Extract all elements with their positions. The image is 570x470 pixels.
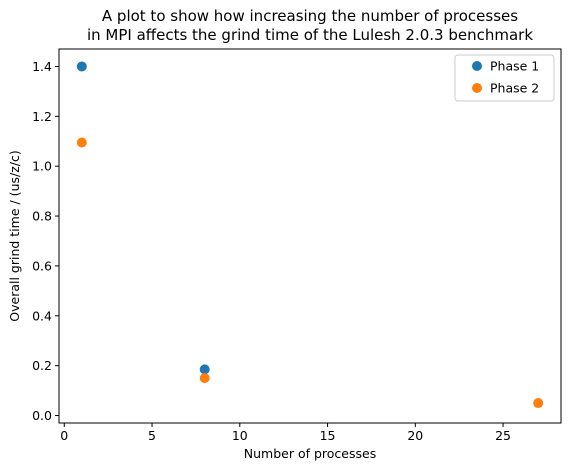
y-axis-label: Overall grind time / (us/z/c) bbox=[7, 150, 22, 321]
data-point-phase-1 bbox=[76, 61, 87, 72]
data-points bbox=[76, 61, 544, 409]
plot-area bbox=[58, 48, 562, 424]
data-point-phase-2 bbox=[76, 137, 87, 148]
legend: Phase 1 Phase 2 bbox=[454, 54, 555, 102]
y-tick-label: 0.2 bbox=[32, 358, 52, 373]
chart-title-line-2: in MPI affects the grind time of the Lul… bbox=[87, 26, 533, 44]
y-tick-label: 0.6 bbox=[32, 258, 52, 273]
chart-title-line-1: A plot to show how increasing the number… bbox=[102, 7, 518, 25]
y-tick-label: 0.4 bbox=[32, 308, 52, 323]
data-point-phase-1 bbox=[199, 364, 210, 375]
x-tick-label: 5 bbox=[148, 428, 156, 443]
y-tick-label: 1.0 bbox=[32, 159, 52, 174]
data-point-phase-2 bbox=[199, 373, 210, 384]
data-point-phase-2 bbox=[533, 398, 544, 409]
legend-label-phase-2: Phase 2 bbox=[490, 81, 539, 96]
legend-marker-phase-2 bbox=[472, 83, 482, 93]
legend-label-phase-1: Phase 1 bbox=[490, 59, 539, 74]
y-axis-ticks: 0.0 0.2 0.4 0.6 0.8 1.0 1.2 1.4 bbox=[32, 59, 59, 423]
y-tick-label: 1.2 bbox=[32, 109, 52, 124]
x-tick-label: 20 bbox=[407, 428, 423, 443]
x-tick-label: 10 bbox=[232, 428, 248, 443]
y-tick-label: 0.8 bbox=[32, 209, 52, 224]
x-tick-label: 25 bbox=[495, 428, 511, 443]
legend-marker-phase-1 bbox=[472, 61, 482, 71]
y-tick-label: 0.0 bbox=[32, 408, 52, 423]
x-tick-label: 15 bbox=[320, 428, 336, 443]
x-tick-label: 0 bbox=[60, 428, 68, 443]
x-axis-ticks: 0 5 10 15 20 25 bbox=[60, 423, 511, 443]
y-tick-label: 1.4 bbox=[32, 59, 52, 74]
x-axis-label: Number of processes bbox=[244, 446, 376, 461]
chart-title: A plot to show how increasing the number… bbox=[87, 7, 533, 44]
